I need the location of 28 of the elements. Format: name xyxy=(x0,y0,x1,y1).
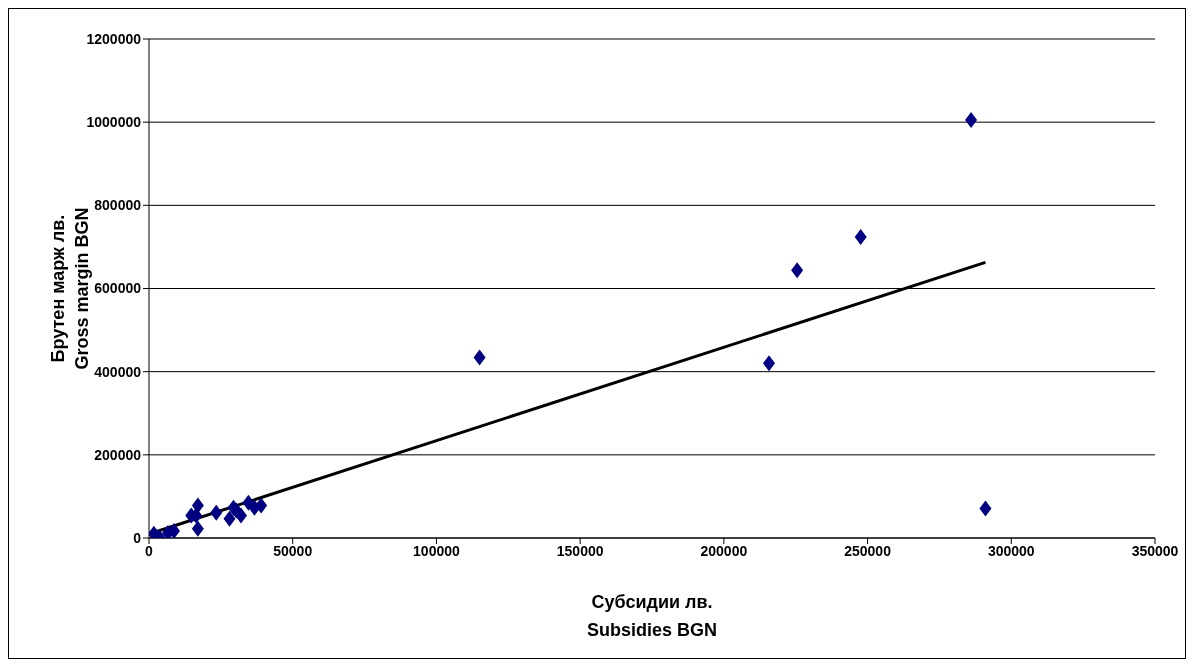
x-tick-label: 300000 xyxy=(987,542,1035,559)
point xyxy=(223,510,236,527)
y-tick-label: 600000 xyxy=(94,280,142,297)
point xyxy=(191,520,204,537)
y-tick-label: 0 xyxy=(133,529,142,546)
point xyxy=(210,504,223,521)
point xyxy=(854,228,867,245)
point xyxy=(762,355,775,372)
point xyxy=(473,349,486,366)
x-tick-label: 250000 xyxy=(844,542,892,559)
y-tick-label: 1000000 xyxy=(86,114,142,131)
point xyxy=(965,112,978,129)
y-tick-label: 400000 xyxy=(94,363,142,380)
y-tick-label: 200000 xyxy=(94,446,142,463)
point xyxy=(979,500,992,517)
point xyxy=(255,497,268,514)
x-tick-label: 50000 xyxy=(273,542,313,559)
x-tick-label: 350000 xyxy=(1131,542,1179,559)
x-tick-label: 200000 xyxy=(700,542,748,559)
y-tick-label: 800000 xyxy=(94,197,142,214)
x-axis-title: Субсидии лв. Subsidies BGN xyxy=(586,592,718,640)
y-axis-title: Брутен марж лв. Gross margin BGN xyxy=(48,207,92,370)
point xyxy=(168,522,181,538)
y-tick-label: 1200000 xyxy=(86,30,142,47)
point xyxy=(791,262,804,279)
x-tick-label: 100000 xyxy=(413,542,460,559)
x-tick-label: 0 xyxy=(145,542,154,559)
x-tick-label: 150000 xyxy=(556,542,604,559)
